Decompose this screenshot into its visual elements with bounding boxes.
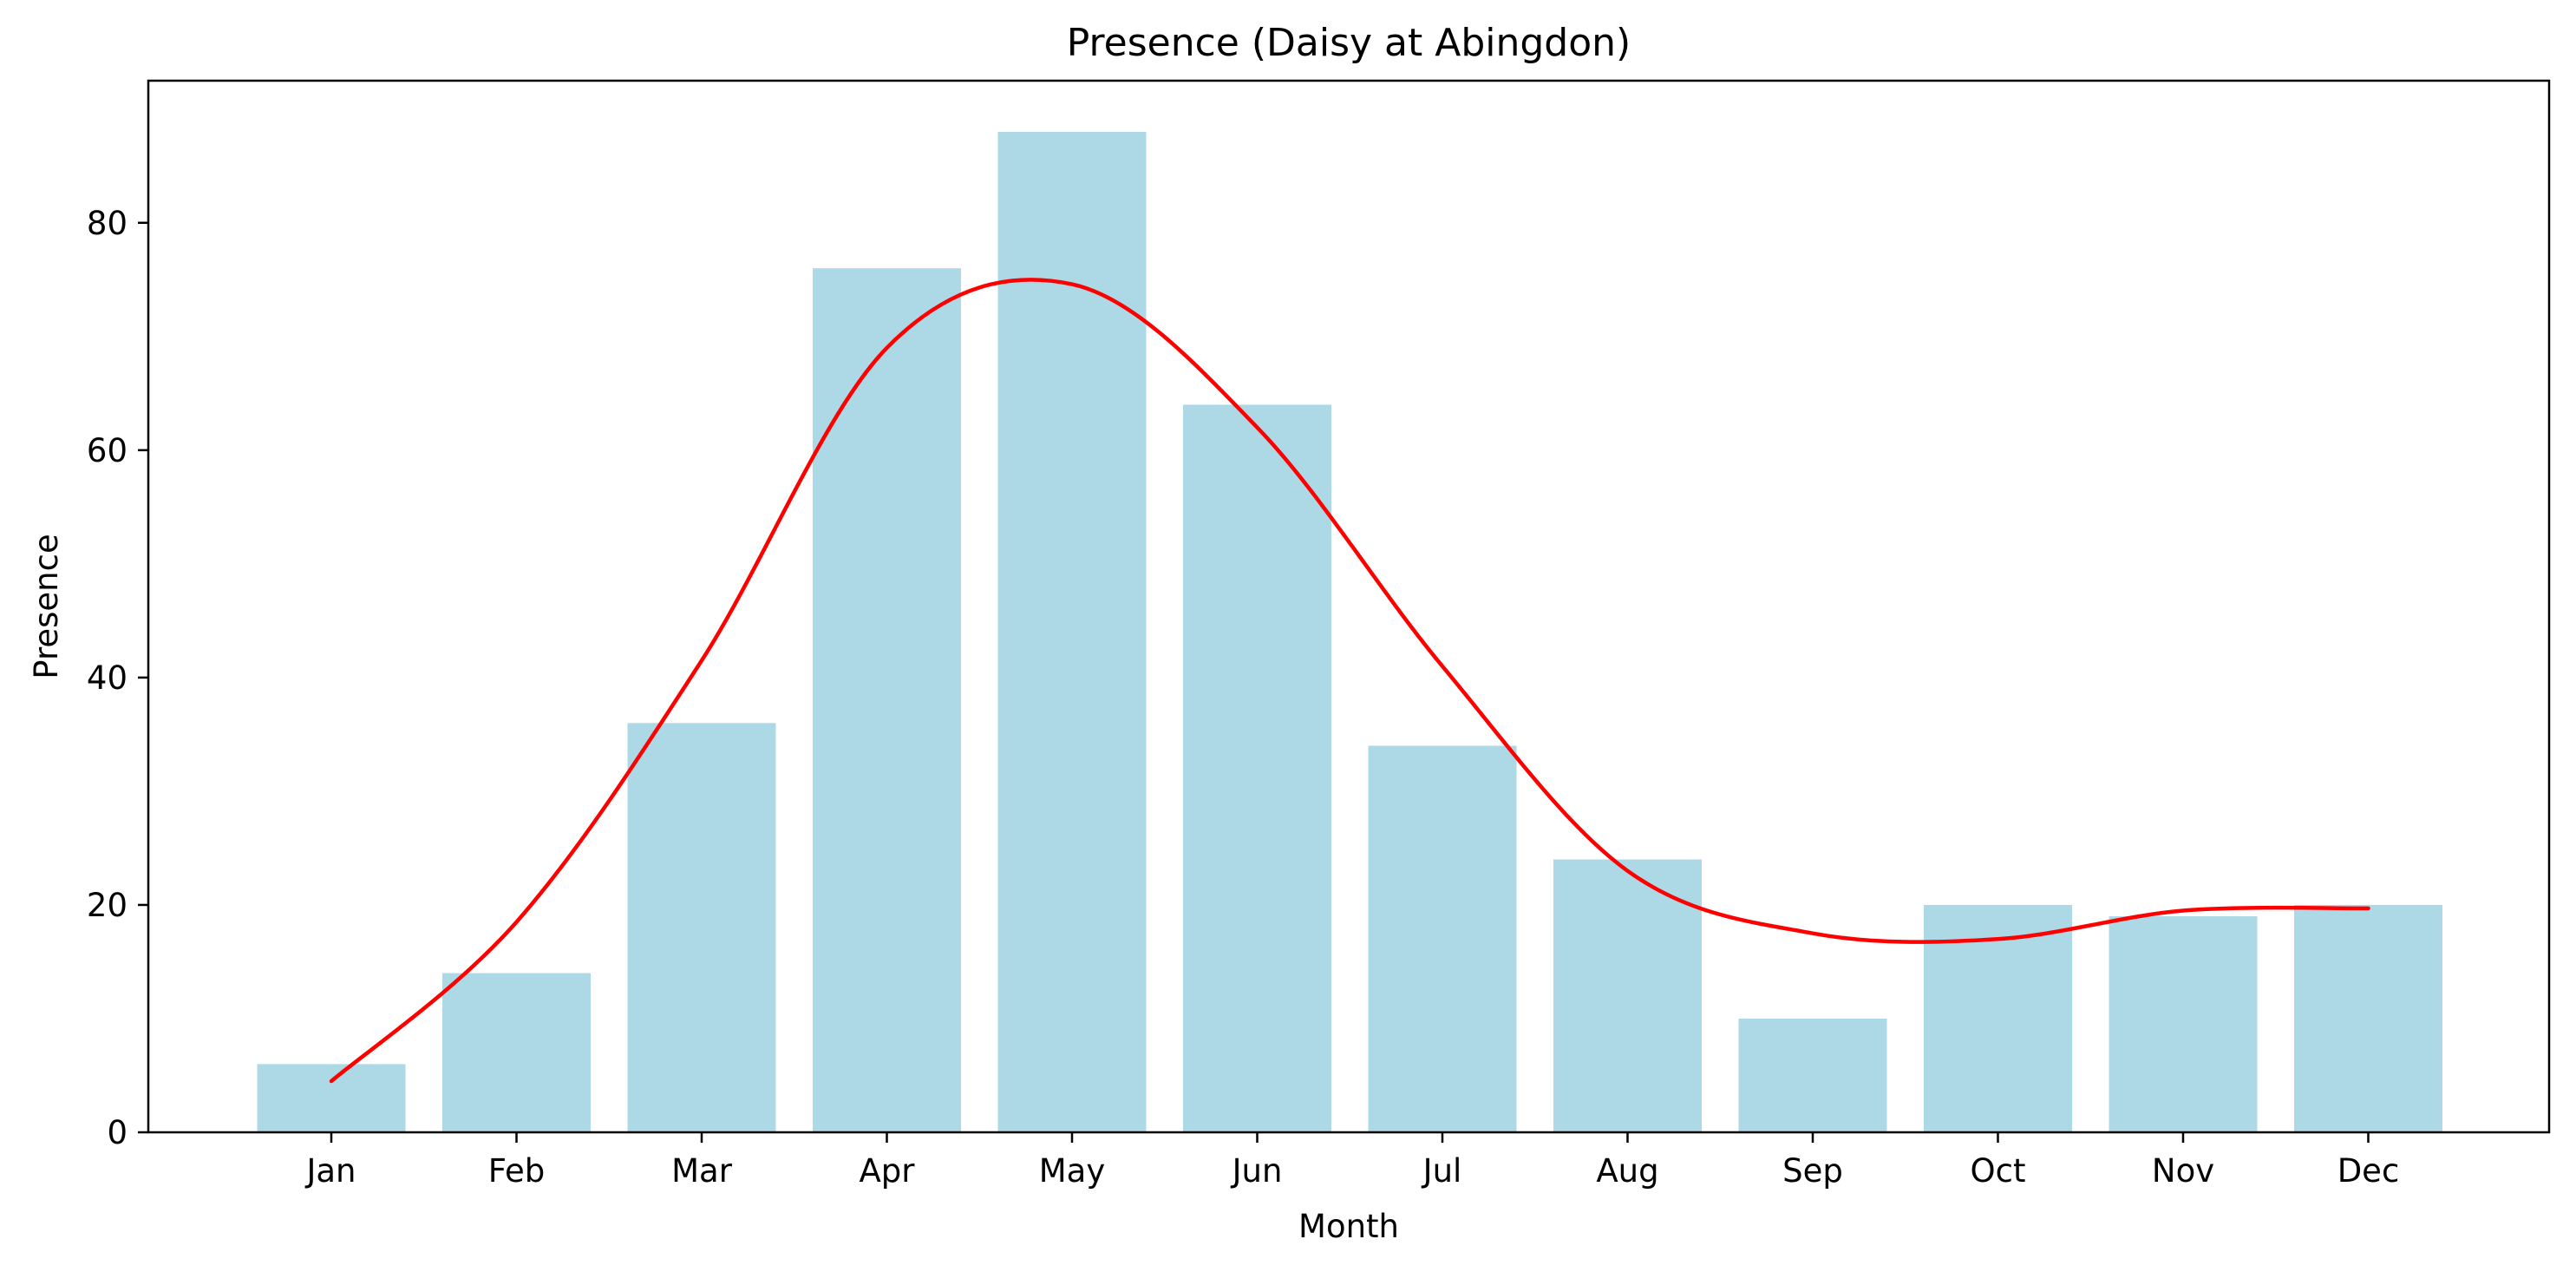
bar-may <box>997 131 1147 1132</box>
bar-jul <box>1368 745 1517 1132</box>
x-tick-label-aug: Aug <box>1596 1152 1658 1190</box>
x-tick-label-jan: Jan <box>304 1152 356 1190</box>
x-ticks: Jan Feb Mar Apr May Jun Jul Aug Sep Oct Nov Dec <box>304 1132 2399 1190</box>
x-tick-label-dec: Dec <box>2337 1152 2400 1190</box>
y-tick-label-80: 80 <box>87 205 127 242</box>
y-tick-label-20: 20 <box>87 887 127 924</box>
bar-dec <box>2294 904 2442 1132</box>
bar-jan <box>257 1064 406 1132</box>
x-tick-label-nov: Nov <box>2152 1152 2214 1190</box>
bar-mar <box>627 723 776 1132</box>
chart-title: Presence (Daisy at Abingdon) <box>1067 21 1631 65</box>
x-tick-label-may: May <box>1039 1152 1106 1190</box>
y-axis-label: Presence <box>28 534 65 679</box>
x-tick-label-oct: Oct <box>1971 1152 2026 1190</box>
smoothed-line-layer <box>329 278 2370 1084</box>
y-ticks: 0 20 40 60 80 <box>87 205 148 1151</box>
x-tick-label-jul: Jul <box>1422 1152 1462 1190</box>
bar-nov <box>2109 916 2258 1132</box>
bar-apr <box>813 268 961 1132</box>
y-tick-label-0: 0 <box>107 1114 127 1151</box>
bar-jun <box>1183 404 1331 1133</box>
plot-frame <box>147 79 2551 1134</box>
bars-layer <box>257 131 2442 1133</box>
x-axis-label: Month <box>1298 1208 1399 1245</box>
bar-feb <box>442 973 591 1132</box>
y-tick-label-60: 60 <box>87 432 127 469</box>
x-tick-label-jun: Jun <box>1231 1152 1283 1190</box>
bar-aug <box>1553 859 1702 1132</box>
y-tick-label-40: 40 <box>87 659 127 697</box>
x-tick-label-apr: Apr <box>859 1152 915 1190</box>
x-tick-label-mar: Mar <box>671 1152 733 1190</box>
bar-sep <box>1738 1018 1887 1132</box>
smoothed-trend-line <box>329 278 2370 1084</box>
x-tick-label-sep: Sep <box>1782 1152 1843 1190</box>
x-tick-label-feb: Feb <box>488 1152 546 1190</box>
